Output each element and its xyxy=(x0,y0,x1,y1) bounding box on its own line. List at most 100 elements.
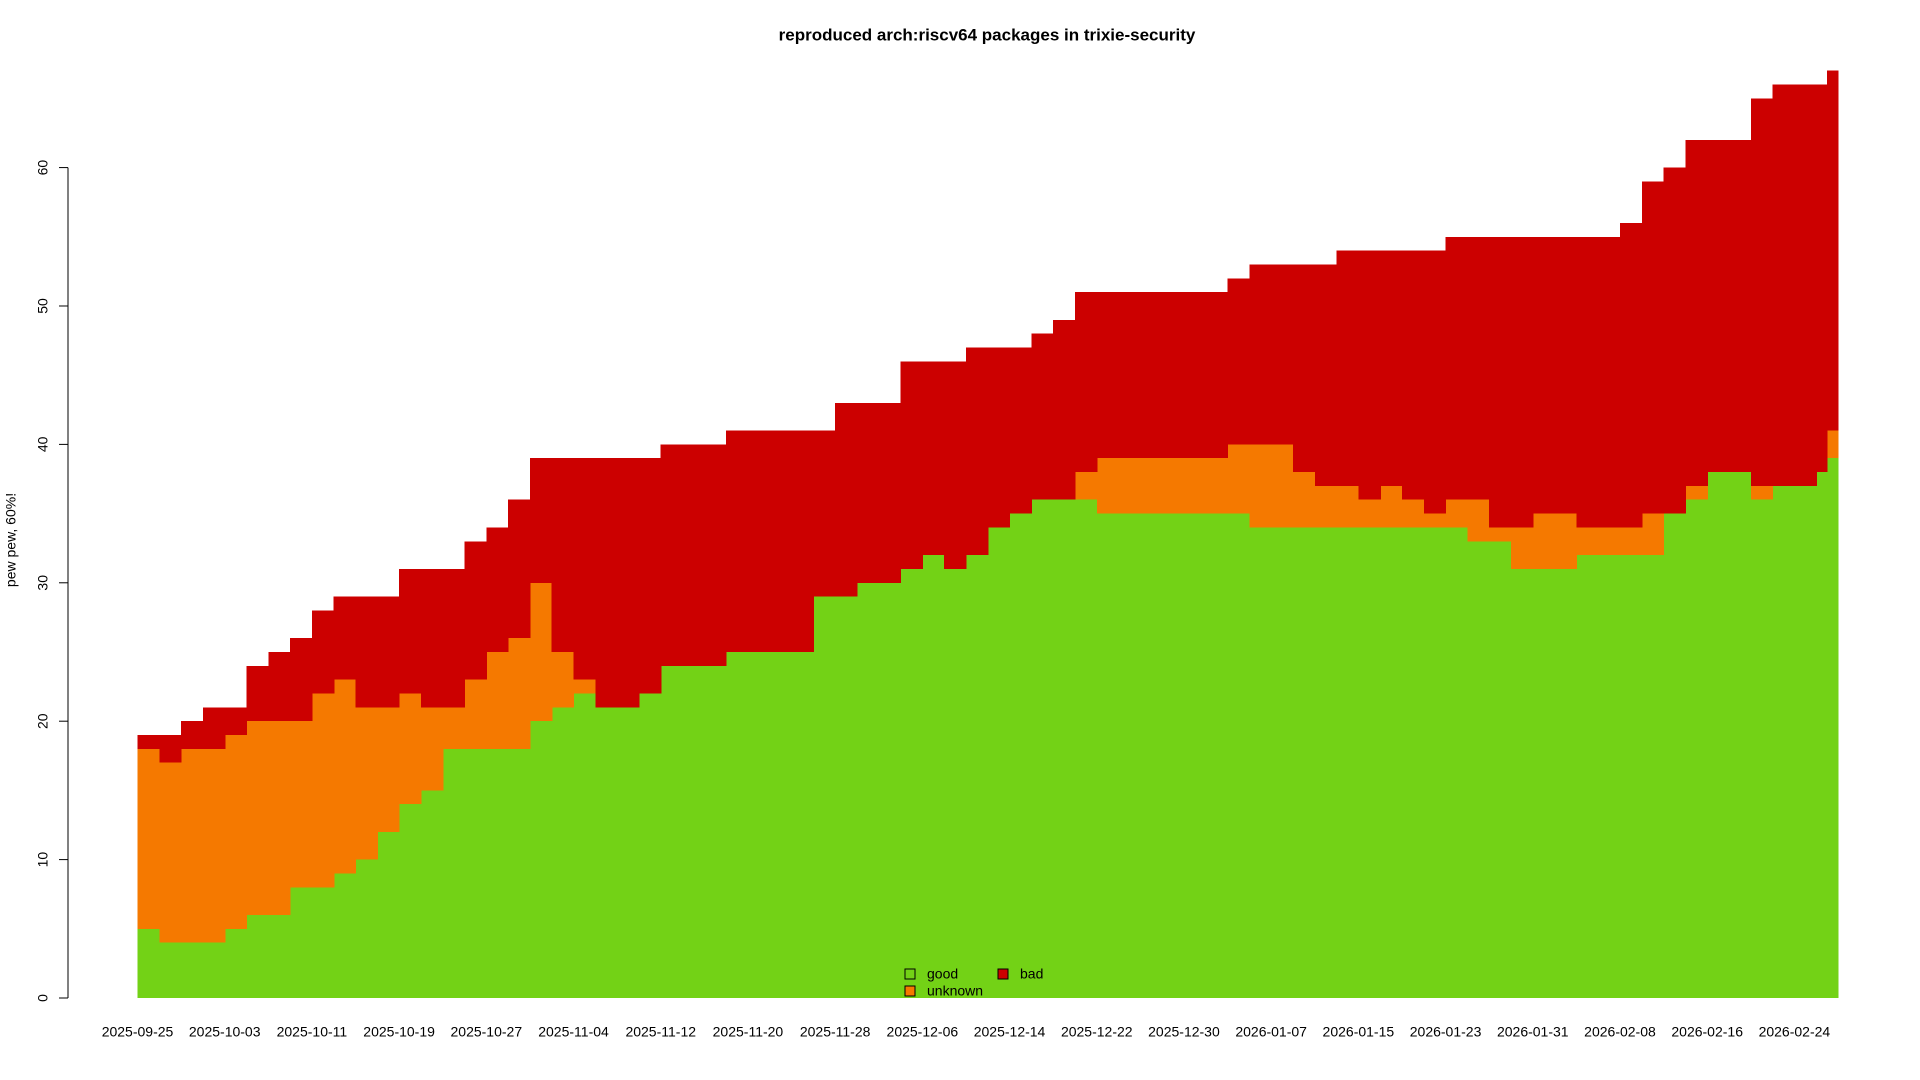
area-step xyxy=(1183,458,1207,514)
area-step xyxy=(355,596,378,708)
legend-label: unknown xyxy=(927,983,983,999)
area-step xyxy=(1336,250,1359,486)
y-tick-label: 40 xyxy=(35,436,51,452)
area-step xyxy=(1074,292,1098,473)
area-step xyxy=(1292,527,1316,998)
area-step xyxy=(1183,513,1207,998)
area-step xyxy=(813,596,836,998)
area-step xyxy=(486,748,509,998)
area-step xyxy=(1707,472,1730,998)
area-step xyxy=(1619,555,1643,998)
area-step xyxy=(508,748,531,998)
area-step xyxy=(137,928,160,998)
area-step xyxy=(617,458,640,708)
x-tick-label: 2025-09-25 xyxy=(102,1024,174,1040)
area-step xyxy=(1358,499,1381,528)
area-step xyxy=(355,707,378,860)
area-step xyxy=(1554,568,1577,998)
area-step xyxy=(856,582,880,998)
area-step xyxy=(573,458,596,680)
area-step xyxy=(1401,499,1425,528)
area-step xyxy=(529,721,553,998)
area-step xyxy=(1489,527,1512,542)
area-step xyxy=(1380,250,1403,486)
area-step xyxy=(1641,555,1665,998)
area-step xyxy=(246,721,269,915)
area-step xyxy=(1423,513,1447,528)
area-step xyxy=(1641,181,1665,514)
y-tick-label: 30 xyxy=(35,575,51,591)
area-step xyxy=(944,361,967,569)
area-step xyxy=(246,914,269,998)
area-step xyxy=(1816,472,1828,998)
area-step xyxy=(1619,527,1643,556)
area-step xyxy=(290,721,313,888)
area-step xyxy=(1380,485,1403,528)
area-step xyxy=(137,735,160,749)
area-step xyxy=(311,693,335,888)
y-tick-label: 20 xyxy=(35,713,51,729)
area-step xyxy=(1227,444,1250,514)
area-step xyxy=(1271,264,1294,445)
area-step xyxy=(1794,485,1817,999)
area-step xyxy=(1598,236,1621,528)
legend-swatch xyxy=(904,985,916,997)
area-step xyxy=(1794,84,1817,486)
area-step xyxy=(922,555,945,998)
x-tick-label: 2025-10-03 xyxy=(189,1024,261,1040)
area-step xyxy=(377,707,400,832)
area-step xyxy=(333,873,357,998)
area-step xyxy=(1827,430,1839,459)
area-step xyxy=(224,707,248,736)
area-step xyxy=(202,942,226,998)
area-step xyxy=(1445,499,1468,528)
area-step xyxy=(878,582,902,998)
area-step xyxy=(856,402,880,583)
area-step xyxy=(159,762,182,943)
area-step xyxy=(159,942,182,998)
area-step xyxy=(573,679,596,694)
area-step xyxy=(1641,513,1665,556)
legend-label: good xyxy=(927,966,958,982)
area-step xyxy=(1096,292,1120,459)
area-step xyxy=(1489,541,1512,998)
area-step xyxy=(1314,527,1338,998)
area-step xyxy=(333,679,357,874)
area-step xyxy=(835,596,858,998)
area-step xyxy=(486,527,509,652)
x-tick-label: 2026-02-16 xyxy=(1671,1024,1743,1040)
area-step xyxy=(311,610,335,694)
area-step xyxy=(246,665,269,722)
area-step xyxy=(224,735,248,929)
y-tick-label: 0 xyxy=(35,994,51,1002)
area-step xyxy=(987,527,1011,998)
x-tick-label: 2025-10-19 xyxy=(363,1024,435,1040)
x-tick-label: 2025-11-20 xyxy=(713,1024,784,1040)
area-step xyxy=(1053,319,1076,500)
area-step xyxy=(1772,485,1795,999)
area-step xyxy=(638,693,662,998)
area-step xyxy=(1009,513,1032,998)
area-step xyxy=(1510,236,1534,528)
area-step xyxy=(1445,236,1468,500)
area-step xyxy=(1707,139,1730,473)
area-step xyxy=(551,458,575,652)
area-step xyxy=(202,748,226,943)
area-step xyxy=(486,651,509,749)
area-step xyxy=(595,458,618,708)
area-step xyxy=(1249,444,1272,528)
area-step xyxy=(1314,264,1338,486)
area-step xyxy=(1423,527,1447,998)
area-step xyxy=(420,568,444,708)
area-step xyxy=(1619,222,1643,528)
x-tick-label: 2025-10-27 xyxy=(451,1024,523,1040)
area-step xyxy=(508,499,531,639)
area-step xyxy=(1118,513,1141,998)
area-step xyxy=(420,790,444,998)
area-step xyxy=(1205,292,1229,459)
area-step xyxy=(1358,250,1381,500)
area-step xyxy=(1489,236,1512,528)
area-step xyxy=(268,914,291,998)
area-step xyxy=(1162,458,1185,514)
area-step xyxy=(1750,485,1774,500)
